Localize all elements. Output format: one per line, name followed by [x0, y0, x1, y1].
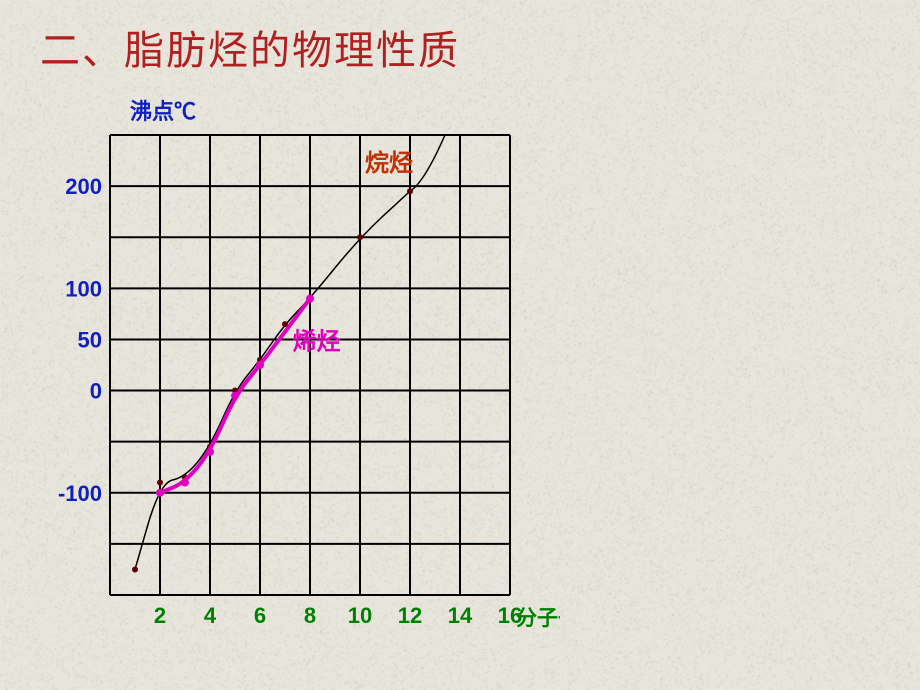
series-marker-烯烃 — [256, 361, 264, 369]
x-axis-title: 分子子中碳原子数 — [516, 606, 560, 630]
chart-svg: 沸点℃200100500-100246810121416分子子中碳原子数烷烃烯烃 — [40, 85, 560, 665]
series-marker-烯烃 — [306, 295, 314, 303]
series-marker-烷烃 — [157, 480, 163, 486]
slide-title: 二、脂肪烃的物理性质 — [40, 18, 460, 76]
x-tick-label: 6 — [254, 603, 266, 628]
x-tick-label: 14 — [448, 603, 473, 628]
series-marker-烯烃 — [231, 392, 239, 400]
x-tick-label: 12 — [398, 603, 422, 628]
series-marker-烷烃 — [132, 566, 138, 572]
y-axis-title: 沸点℃ — [130, 99, 196, 124]
y-tick-label: 100 — [65, 276, 102, 301]
series-marker-烯烃 — [181, 479, 189, 487]
boiling-point-chart: 沸点℃200100500-100246810121416分子子中碳原子数烷烃烯烃 — [40, 85, 560, 645]
series-line-烷烃 — [135, 135, 445, 569]
y-tick-label: -100 — [58, 481, 102, 506]
series-label-烯烃: 烯烃 — [293, 328, 341, 356]
x-tick-label: 4 — [204, 603, 217, 628]
x-tick-label: 8 — [304, 603, 316, 628]
series-marker-烷烃 — [357, 234, 363, 240]
x-tick-label: 2 — [154, 603, 166, 628]
y-tick-label: 0 — [90, 379, 102, 404]
series-marker-烯烃 — [156, 489, 164, 497]
x-tick-label: 10 — [348, 603, 372, 628]
y-tick-label: 200 — [65, 174, 102, 199]
y-tick-label: 50 — [78, 327, 102, 352]
series-marker-烷烃 — [407, 188, 413, 194]
series-marker-烯烃 — [206, 448, 214, 456]
series-label-烷烃: 烷烃 — [365, 149, 413, 177]
slide: 二、脂肪烃的物理性质 沸点℃200100500-100246810121416分… — [0, 0, 920, 690]
